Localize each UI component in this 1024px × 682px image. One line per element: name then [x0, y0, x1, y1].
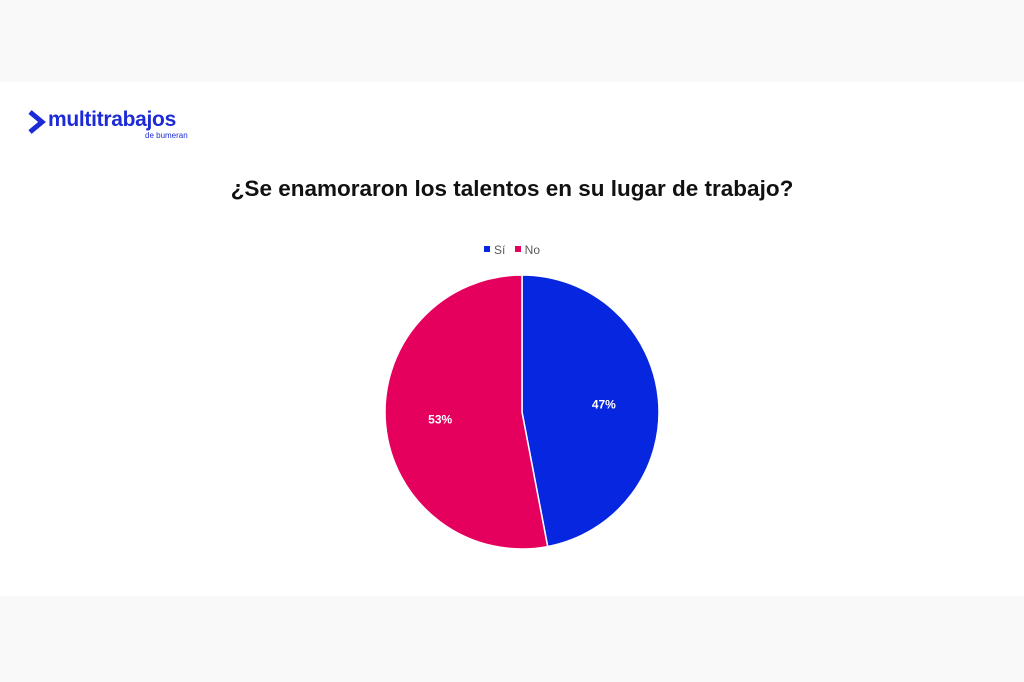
- chevron-right-logo-icon: [28, 110, 46, 134]
- legend-swatch-si: [483, 246, 490, 252]
- pie-slice-si: [521, 274, 660, 548]
- legend-item-no: No: [514, 243, 541, 257]
- legend-label-no: No: [524, 243, 541, 257]
- legend-item-si: Sí: [483, 243, 506, 257]
- brand-name: multitrabajos: [48, 108, 176, 131]
- legend-swatch-no: [514, 246, 521, 252]
- chart-legend: Sí No: [0, 243, 1024, 257]
- data-label-si: 47%: [592, 397, 616, 411]
- brand-tagline: de bumeran: [145, 131, 188, 140]
- chart-title: ¿Se enamoraron los talentos en su lugar …: [230, 176, 794, 201]
- data-label-no: 53%: [428, 413, 452, 427]
- legend-label-si: Sí: [493, 243, 506, 257]
- brand-logo: multitrabajos de bumeran: [28, 108, 228, 144]
- pie-chart: 47% 53%: [384, 274, 660, 550]
- pie-slice-no: [384, 274, 549, 550]
